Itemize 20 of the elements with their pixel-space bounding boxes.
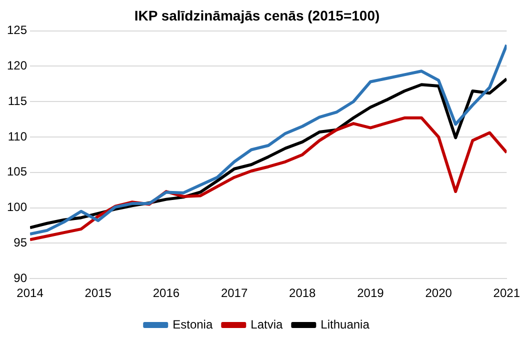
legend-label: Latvia: [250, 317, 283, 332]
chart-title: IKP salīdzināmajās cenās (2015=100): [134, 7, 380, 24]
x-tick-label: 2018: [289, 286, 316, 300]
x-tick-label: 2017: [220, 286, 248, 300]
y-tick-label: 115: [8, 94, 28, 108]
y-tick-label: 120: [6, 58, 28, 73]
x-tick-label: 2014: [16, 286, 44, 300]
legend-label: Lithuania: [320, 317, 370, 332]
x-tick-label: 2020: [425, 286, 452, 300]
y-tick-label: 125: [6, 23, 28, 38]
x-tick-label: 2021: [493, 286, 520, 300]
legend-label: Estonia: [172, 317, 213, 332]
y-tick-label: 100: [6, 200, 28, 214]
y-tick-label: 105: [6, 164, 28, 179]
y-tick-label: 110: [8, 129, 28, 144]
x-tick-label: 2016: [152, 286, 180, 300]
y-tick-label: 95: [14, 236, 28, 250]
y-tick-label: 90: [14, 270, 28, 285]
x-tick-label: 2019: [357, 286, 384, 300]
x-tick-label: 2015: [84, 286, 112, 300]
